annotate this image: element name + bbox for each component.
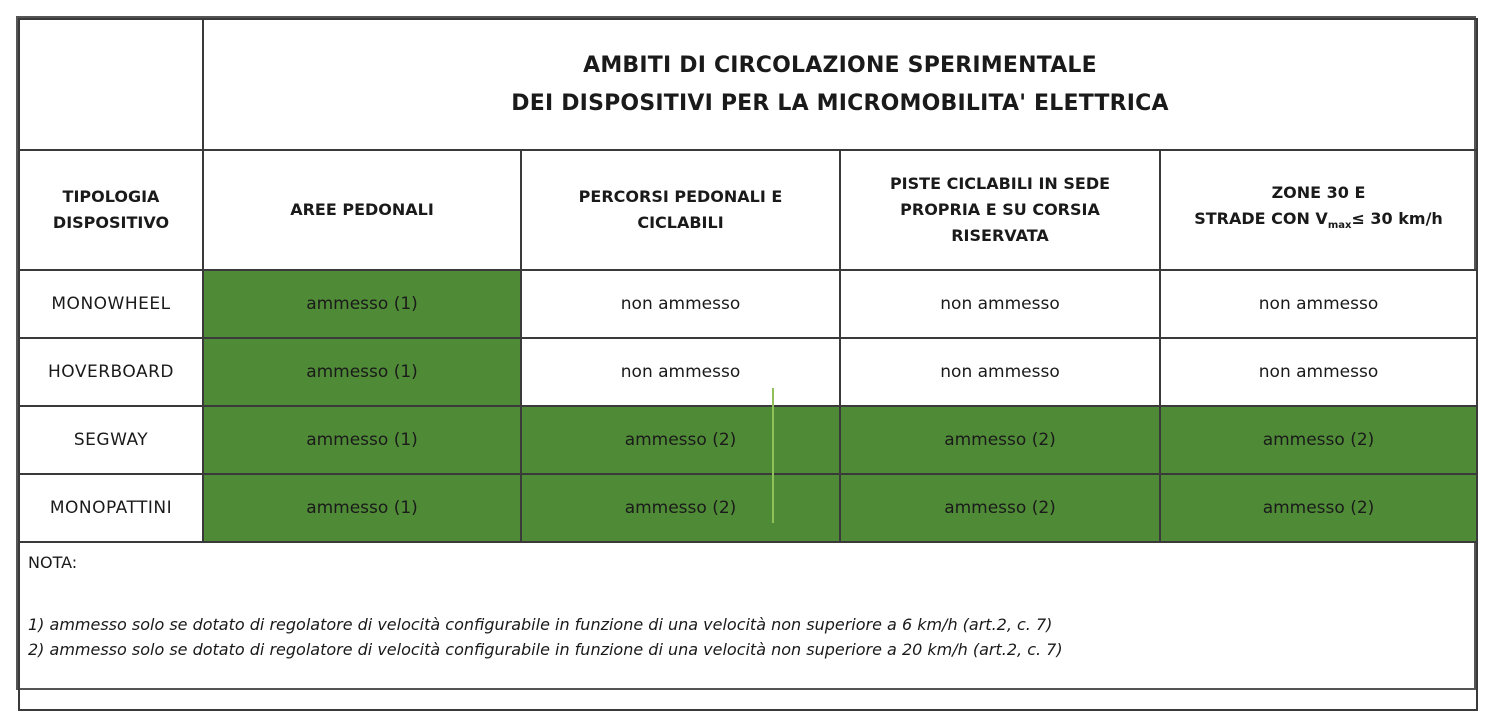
device-name-cell: SEGWAY bbox=[18, 405, 204, 475]
allowed-cell: ammesso (2) bbox=[520, 405, 841, 475]
device-name-cell: MONOPATTINI bbox=[18, 473, 204, 543]
allowed-cell: ammesso (1) bbox=[202, 337, 522, 407]
header-zone-30-prefix: STRADE CON V bbox=[1194, 209, 1328, 229]
table-row: SEGWAY ammesso (1) ammesso (2) ammesso (2) a… bbox=[18, 405, 1478, 475]
header-cycle-lanes: PISTE CICLABILI IN SEDE PROPRIA E SU COR… bbox=[839, 149, 1161, 271]
device-name-cell: HOVERBOARD bbox=[18, 337, 204, 407]
scan-seam-line bbox=[772, 388, 774, 523]
header-zone-30: ZONE 30 E STRADE CON Vmax≤ 30 km/h bbox=[1159, 149, 1478, 271]
header-zone-30-sub: max bbox=[1327, 220, 1352, 232]
header-device-type: TIPOLOGIA DISPOSITIVO bbox=[18, 149, 204, 271]
allowed-cell: ammesso (1) bbox=[202, 269, 522, 339]
device-name-cell: MONOWHEEL bbox=[18, 269, 204, 339]
header-pedestrian-cycle-paths: PERCORSI PEDONALI E CICLABILI bbox=[520, 149, 841, 271]
not-allowed-cell: non ammesso bbox=[839, 269, 1161, 339]
micromobility-table-frame: AMBITI DI CIRCOLAZIONE SPERIMENTALE DEI … bbox=[16, 16, 1478, 711]
not-allowed-cell: non ammesso bbox=[1159, 337, 1478, 407]
allowed-cell: ammesso (2) bbox=[520, 473, 841, 543]
notes-cell: NOTA: 1) ammesso solo se dotato di regol… bbox=[18, 541, 1478, 711]
header-zone-30-suffix: ≤ 30 km/h bbox=[1351, 209, 1443, 229]
not-allowed-cell: non ammesso bbox=[520, 269, 841, 339]
table-row: MONOPATTINI ammesso (1) ammesso (2) ammesso… bbox=[18, 473, 1478, 543]
not-allowed-cell: non ammesso bbox=[1159, 269, 1478, 339]
notes-row: NOTA: 1) ammesso solo se dotato di regol… bbox=[18, 541, 1478, 711]
header-pedestrian-areas: AREE PEDONALI bbox=[202, 149, 522, 271]
notes-heading: NOTA: bbox=[28, 553, 78, 572]
allowed-cell: ammesso (1) bbox=[202, 473, 522, 543]
not-allowed-cell: non ammesso bbox=[520, 337, 841, 407]
table-row: MONOWHEEL ammesso (1) non ammesso non ammes… bbox=[18, 269, 1478, 339]
title-line-1: AMBITI DI CIRCOLAZIONE SPERIMENTALE bbox=[583, 52, 1097, 78]
allowed-cell: ammesso (2) bbox=[1159, 405, 1478, 475]
header-zone-30-line1: ZONE 30 E bbox=[1271, 183, 1366, 203]
table-title: AMBITI DI CIRCOLAZIONE SPERIMENTALE DEI … bbox=[202, 18, 1478, 151]
header-zone-30-line2: STRADE CON Vmax≤ 30 km/h bbox=[1161, 206, 1476, 239]
allowed-cell: ammesso (2) bbox=[1159, 473, 1478, 543]
empty-corner-cell bbox=[18, 18, 204, 151]
note-2: 2) ammesso solo se dotato di regolatore … bbox=[28, 640, 1063, 659]
allowed-cell: ammesso (2) bbox=[839, 405, 1161, 475]
note-1: 1) ammesso solo se dotato di regolatore … bbox=[28, 615, 1053, 634]
column-header-row: TIPOLOGIA DISPOSITIVO AREE PEDONALI PERC… bbox=[18, 149, 1478, 271]
allowed-cell: ammesso (1) bbox=[202, 405, 522, 475]
not-allowed-cell: non ammesso bbox=[839, 337, 1161, 407]
title-row: AMBITI DI CIRCOLAZIONE SPERIMENTALE DEI … bbox=[18, 18, 1478, 151]
table-row: HOVERBOARD ammesso (1) non ammesso non amme… bbox=[18, 337, 1478, 407]
allowed-cell: ammesso (2) bbox=[839, 473, 1161, 543]
micromobility-table: AMBITI DI CIRCOLAZIONE SPERIMENTALE DEI … bbox=[18, 18, 1478, 711]
title-line-2: DEI DISPOSITIVI PER LA MICROMOBILITA' EL… bbox=[511, 90, 1169, 116]
